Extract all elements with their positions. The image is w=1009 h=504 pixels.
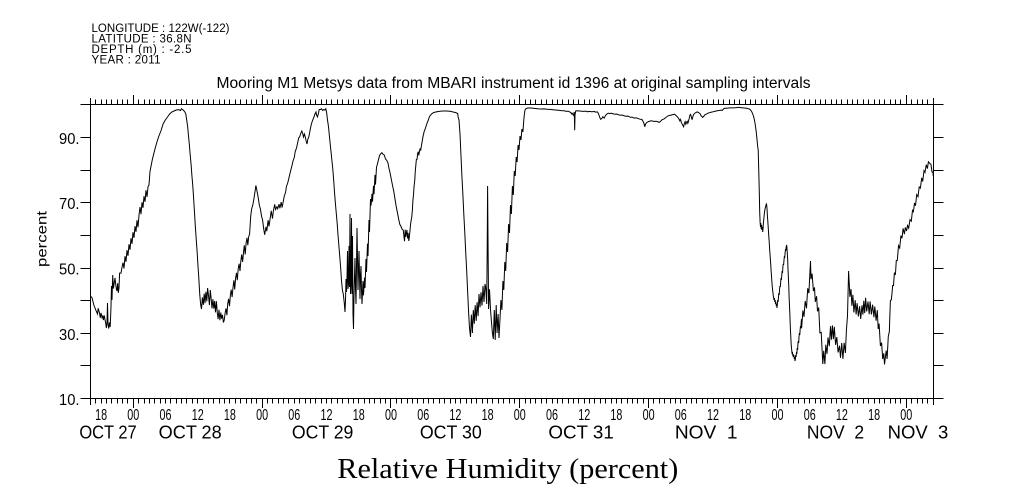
svg-text:10.: 10. <box>59 392 80 409</box>
svg-text:30.: 30. <box>59 327 80 344</box>
svg-text:06: 06 <box>417 407 429 424</box>
svg-text:00: 00 <box>514 407 526 424</box>
svg-text:OCT 28: OCT 28 <box>159 423 222 443</box>
svg-text:12: 12 <box>449 407 461 424</box>
svg-text:18: 18 <box>353 407 365 424</box>
svg-text:06: 06 <box>675 407 687 424</box>
svg-text:OCT 29: OCT 29 <box>292 423 354 443</box>
svg-text:00: 00 <box>256 407 268 424</box>
svg-text:00: 00 <box>643 407 655 424</box>
svg-text:18: 18 <box>868 407 880 424</box>
svg-text:12: 12 <box>707 407 719 424</box>
svg-text:18: 18 <box>482 407 494 424</box>
svg-text:Relative Humidity (percent): Relative Humidity (percent) <box>337 453 678 485</box>
svg-text:12: 12 <box>321 407 333 424</box>
svg-text:OCT 30: OCT 30 <box>420 423 482 443</box>
svg-text:NOV 1: NOV 1 <box>675 423 738 443</box>
svg-text:18: 18 <box>610 407 622 424</box>
svg-text:90.: 90. <box>59 131 80 148</box>
svg-text:LONGITUDE : 122W(-122): LONGITUDE : 122W(-122) <box>92 23 230 35</box>
svg-text:06: 06 <box>546 407 558 424</box>
svg-text:NOV 2: NOV 2 <box>807 423 864 443</box>
svg-text:18: 18 <box>739 407 751 424</box>
svg-text:YEAR : 2011: YEAR : 2011 <box>92 54 161 66</box>
svg-text:00: 00 <box>127 407 139 424</box>
svg-text:DEPTH (m) : -2.5: DEPTH (m) : -2.5 <box>92 44 192 56</box>
svg-text:00: 00 <box>900 407 912 424</box>
svg-text:Mooring M1 Metsys data from MB: Mooring M1 Metsys data from MBARI instru… <box>217 75 811 92</box>
svg-text:06: 06 <box>160 407 172 424</box>
svg-text:12: 12 <box>578 407 590 424</box>
svg-text:OCT 31: OCT 31 <box>548 423 614 443</box>
svg-text:percent: percent <box>34 211 50 267</box>
svg-text:NOV 3: NOV 3 <box>888 423 949 443</box>
svg-text:12: 12 <box>836 407 848 424</box>
svg-text:18: 18 <box>95 407 107 424</box>
svg-text:OCT 27: OCT 27 <box>79 423 136 443</box>
svg-text:00: 00 <box>385 407 397 424</box>
svg-text:06: 06 <box>804 407 816 424</box>
svg-text:70.: 70. <box>59 196 80 213</box>
svg-text:50.: 50. <box>59 262 80 279</box>
svg-text:LATITUDE : 36.8N: LATITUDE : 36.8N <box>92 33 192 45</box>
svg-text:00: 00 <box>772 407 784 424</box>
svg-text:12: 12 <box>192 407 204 424</box>
svg-text:18: 18 <box>224 407 236 424</box>
svg-text:06: 06 <box>288 407 300 424</box>
